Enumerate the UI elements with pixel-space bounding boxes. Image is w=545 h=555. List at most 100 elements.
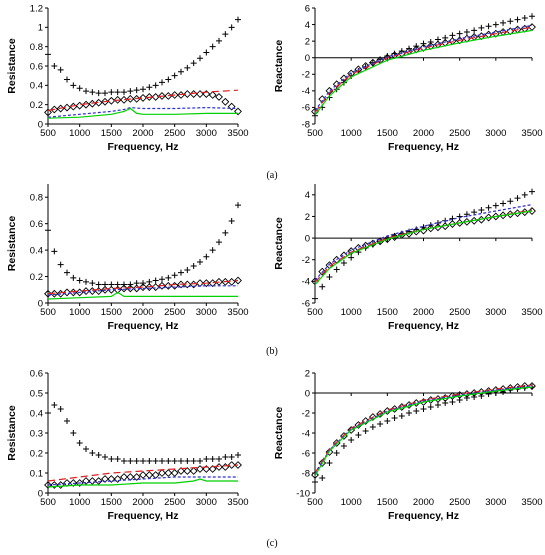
data-point-diamond: [94, 477, 103, 485]
data-point-plus: [319, 475, 326, 481]
data-point-diamond: [145, 471, 154, 479]
data-point-plus: [140, 458, 146, 464]
data-point-diamond: [75, 479, 84, 487]
x-axis-label: Frequency, Hz: [388, 141, 459, 153]
series-solid: [47, 107, 238, 119]
data-point-plus: [222, 454, 229, 460]
data-point-diamond: [202, 279, 211, 288]
data-point-diamond: [208, 91, 217, 99]
data-point-plus: [64, 418, 70, 424]
data-point-plus: [319, 283, 326, 290]
data-point-plus: [377, 421, 384, 427]
data-point-plus: [529, 13, 535, 20]
data-point-plus: [362, 428, 369, 434]
data-point-diamond: [164, 281, 173, 290]
y-tick-label: 6: [305, 3, 310, 14]
data-point-diamond: [221, 463, 230, 471]
x-tick-label: 2000: [413, 307, 434, 318]
data-point-plus: [133, 458, 140, 464]
data-point-plus: [521, 191, 528, 198]
x-tick-label: 3000: [485, 497, 506, 508]
data-point-diamond: [196, 465, 204, 473]
data-point-plus: [95, 452, 102, 458]
y-tick-label: 4: [305, 190, 310, 201]
data-point-plus: [197, 259, 203, 266]
data-point-diamond: [347, 247, 356, 256]
data-point-diamond: [88, 477, 97, 485]
data-point-plus: [492, 202, 499, 209]
data-point-plus: [406, 45, 413, 52]
data-point-plus: [507, 18, 514, 25]
data-point-plus: [165, 274, 172, 281]
data-point-plus: [64, 76, 70, 83]
data-point-plus: [197, 55, 203, 62]
data-point-diamond: [107, 96, 116, 105]
y-tick-label: -2: [302, 255, 310, 266]
data-point-plus: [127, 281, 134, 288]
x-tick-label: 3000: [485, 307, 506, 318]
data-point-diamond: [145, 92, 154, 101]
x-tick-label: 3500: [521, 307, 542, 318]
series-diamond: [44, 90, 242, 117]
data-point-plus: [89, 450, 96, 456]
data-point-plus: [178, 68, 184, 75]
data-point-plus: [190, 60, 197, 67]
y-axis-label: Resistance: [6, 38, 18, 94]
data-point-plus: [70, 430, 77, 436]
data-point-plus: [235, 16, 241, 23]
data-point-diamond: [234, 461, 242, 469]
data-point-plus: [121, 458, 127, 464]
data-point-plus: [500, 200, 507, 207]
x-tick-label: 2000: [413, 497, 434, 508]
x-tick-label: 500: [40, 497, 56, 508]
data-point-plus: [228, 24, 235, 31]
data-point-plus: [114, 456, 121, 462]
data-point-diamond: [82, 100, 90, 109]
data-point-diamond: [50, 105, 59, 114]
y-tick-label: 1.2: [30, 3, 43, 14]
data-point-plus: [121, 281, 127, 288]
y-tick-label: -6: [302, 448, 310, 459]
data-point-diamond: [390, 233, 399, 241]
data-point-diamond: [113, 95, 122, 104]
data-point-plus: [507, 198, 514, 205]
data-point-plus: [83, 88, 89, 95]
data-point-plus: [492, 21, 499, 28]
data-point-diamond: [101, 475, 109, 483]
data-point-diamond: [426, 42, 435, 51]
y-tick-label: -4: [302, 277, 310, 288]
data-point-plus: [165, 76, 172, 83]
y-tick-label: -8: [302, 119, 310, 130]
x-tick-label: 1000: [341, 497, 362, 508]
y-tick-label: 0.8: [30, 42, 43, 53]
x-tick-label: 3500: [227, 307, 248, 318]
x-tick-label: 500: [307, 307, 323, 318]
x-tick-label: 1500: [101, 307, 122, 318]
data-point-diamond: [215, 277, 223, 286]
series-smalldash: [47, 106, 239, 118]
data-point-plus: [463, 395, 470, 401]
data-point-diamond: [44, 481, 52, 489]
data-point-plus: [471, 27, 478, 34]
series-dash: [47, 279, 239, 295]
data-point-plus: [140, 280, 146, 287]
data-point-plus: [57, 66, 64, 73]
data-point-diamond: [113, 475, 122, 483]
data-point-plus: [190, 458, 197, 464]
data-point-diamond: [50, 481, 59, 489]
series-plus: [45, 402, 241, 464]
data-point-plus: [121, 89, 127, 96]
series-line-smalldash: [314, 24, 533, 112]
x-tick-label: 3500: [521, 128, 542, 139]
series-diamond: [311, 23, 536, 116]
data-point-plus: [203, 253, 210, 260]
x-tick-label: 2000: [413, 128, 434, 139]
y-tick-label: 0: [38, 119, 43, 130]
data-point-plus: [209, 43, 216, 50]
data-point-plus: [108, 89, 115, 96]
data-point-plus: [95, 90, 102, 97]
data-point-diamond: [221, 97, 230, 106]
data-point-plus: [235, 452, 241, 458]
y-tick-label: 0.3: [30, 428, 43, 439]
